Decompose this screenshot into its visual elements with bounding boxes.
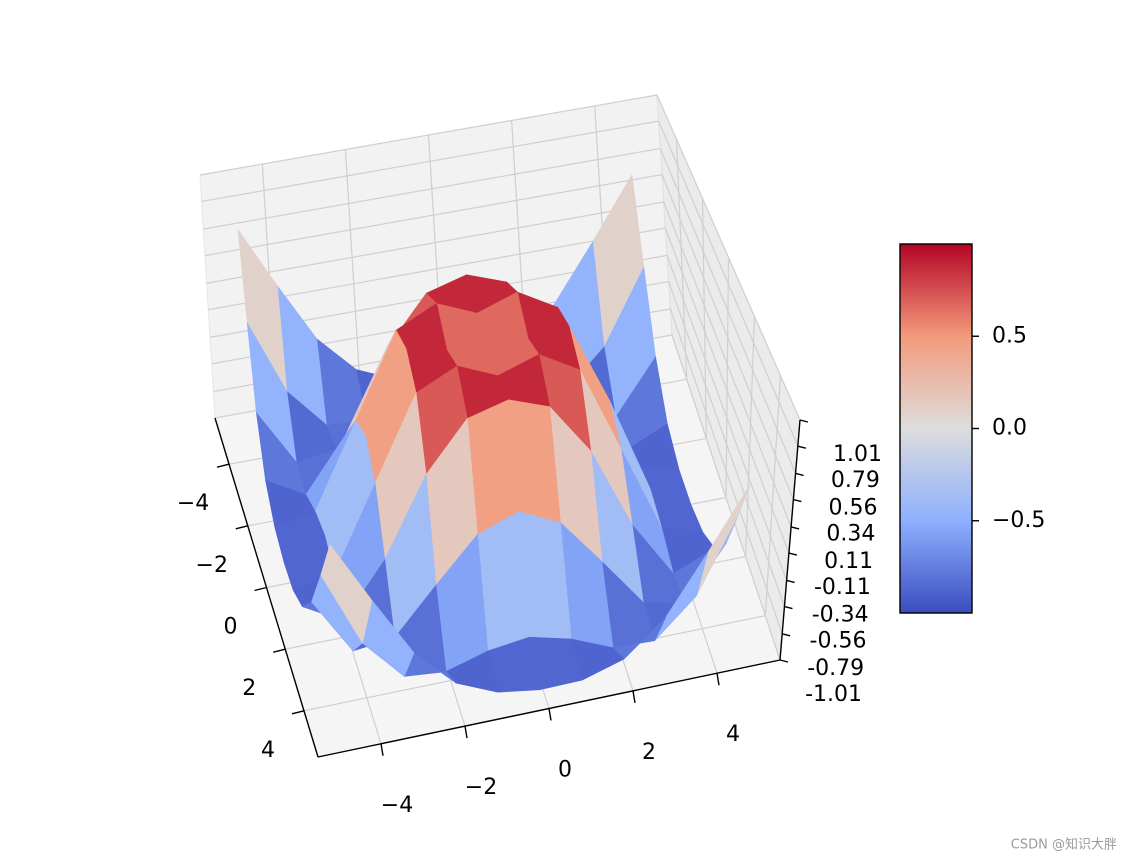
grid-line	[668, 281, 786, 607]
y-tick-label: 0	[224, 615, 238, 640]
z-tick-label: -0.56	[810, 629, 867, 654]
colorbar-ticks: −0.5 0.0 0.5	[972, 323, 1045, 533]
z-tick	[795, 472, 804, 477]
grid-line	[658, 120, 799, 447]
grid-line	[199, 94, 658, 176]
grid-line	[675, 139, 688, 380]
y-tick	[235, 525, 248, 530]
z-tick-label: -1.01	[805, 682, 862, 707]
grid-line	[344, 149, 362, 392]
z-tick	[779, 659, 789, 663]
y-tick-label: 4	[261, 738, 275, 763]
y-tick	[254, 586, 267, 592]
grid-line	[745, 316, 756, 557]
z-tick	[799, 419, 809, 423]
z-tick-label: -0.34	[812, 602, 869, 627]
watermark: CSDN @知识大胖	[1011, 837, 1117, 853]
grid-line	[204, 174, 663, 257]
grid-line	[664, 227, 790, 554]
x-tick	[380, 743, 384, 756]
grid-line	[725, 257, 730, 498]
y-tick	[216, 463, 230, 468]
x-tick-label: −4	[381, 793, 413, 818]
grid-line	[206, 201, 664, 284]
x-tick	[464, 726, 468, 739]
grid-line	[203, 147, 661, 230]
x-tick-label: −2	[465, 775, 497, 800]
x-tick-label: 2	[642, 740, 656, 765]
y-tick	[273, 648, 286, 653]
z-tick	[797, 445, 806, 449]
z-tick	[790, 526, 800, 530]
x-tick	[548, 708, 552, 721]
surface-face	[320, 543, 373, 644]
z-tick	[793, 498, 802, 503]
z-tick-label: 0.11	[824, 549, 873, 574]
grid-line	[701, 198, 707, 439]
grid-line	[656, 94, 801, 421]
z-tick-label: 0.79	[831, 468, 880, 493]
grid-line	[666, 255, 788, 581]
x-tick	[632, 690, 636, 703]
ticks: −4−2024−4−2024-1.01-0.79-0.56-0.34-0.110…	[177, 419, 882, 818]
z-tick	[782, 633, 791, 637]
y-tick-label: −4	[177, 491, 209, 516]
z-tick-label: 1.01	[833, 442, 882, 467]
z-tick	[788, 552, 798, 556]
z-tick	[786, 579, 795, 584]
colorbar-tick-label: 0.0	[992, 416, 1027, 441]
colorbar	[899, 243, 973, 614]
grid-line	[201, 120, 659, 203]
z-tick-label: -0.11	[814, 575, 871, 600]
y-tick-label: 2	[242, 676, 256, 701]
grid-line	[659, 148, 797, 474]
x-tick	[716, 673, 720, 686]
z-tick-label: -0.79	[807, 656, 864, 681]
x-tick-label: 4	[726, 722, 740, 747]
z-tick-label: 0.34	[826, 522, 875, 547]
y-tick-label: −2	[196, 553, 228, 578]
x-tick-label: 0	[558, 758, 572, 783]
colorbar-tick-label: −0.5	[992, 508, 1045, 533]
y-tick	[291, 710, 305, 715]
z-tick	[784, 605, 793, 610]
surface	[237, 173, 751, 693]
grid-line	[671, 334, 781, 661]
grid-line	[764, 375, 782, 616]
colorbar-tick-label: 0.5	[992, 323, 1027, 348]
z-axis-line	[779, 419, 801, 661]
grid-line	[661, 174, 794, 500]
grid-line	[669, 308, 783, 635]
z-tick-label: 0.56	[829, 495, 878, 520]
grid-line	[663, 201, 792, 528]
